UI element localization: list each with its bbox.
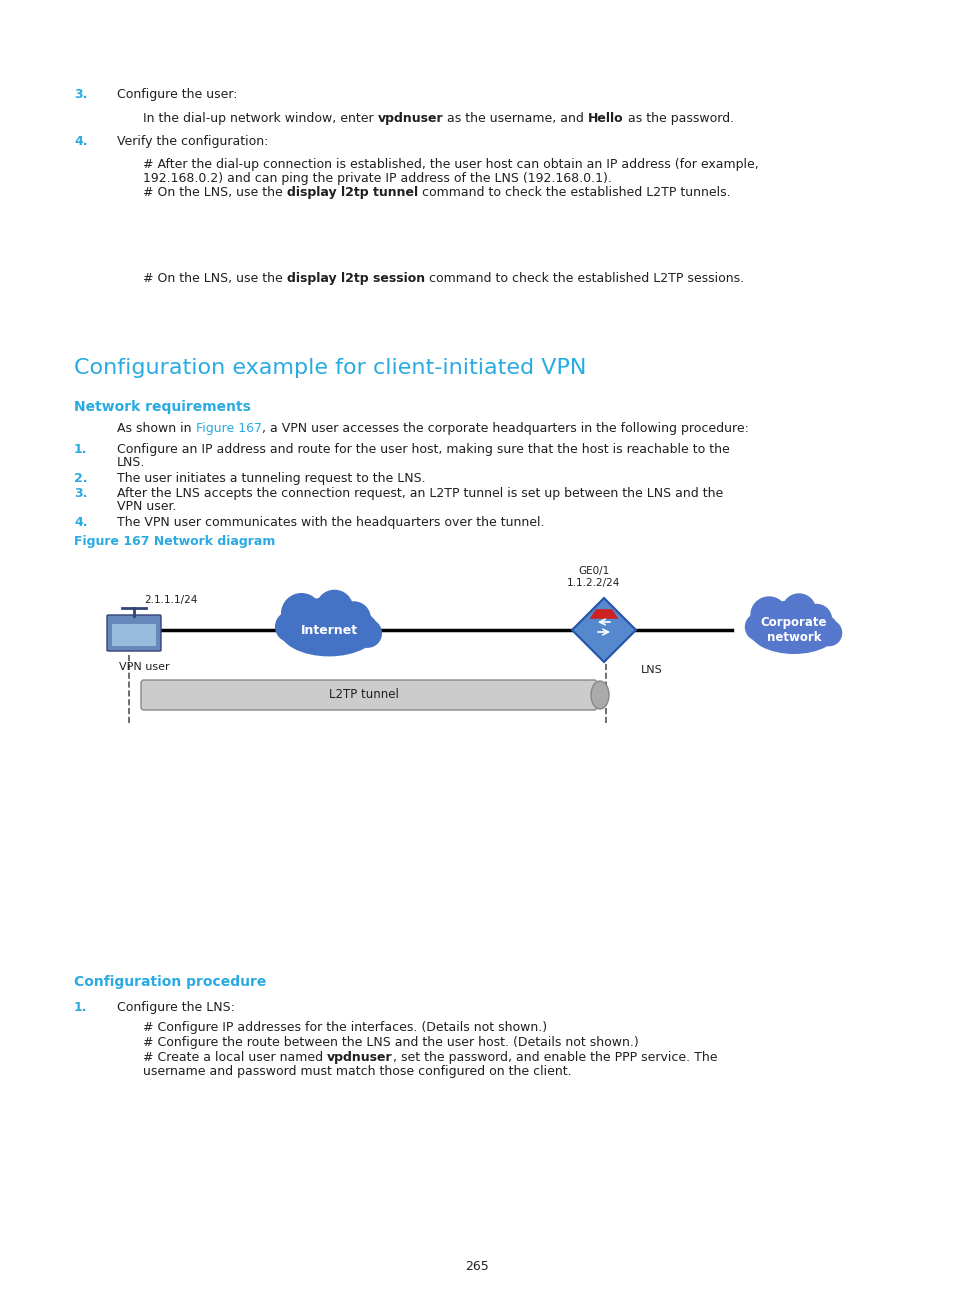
Text: Internet: Internet xyxy=(300,623,357,636)
Text: vpdnuser: vpdnuser xyxy=(377,111,443,124)
Text: Figure 167: Figure 167 xyxy=(195,422,261,435)
Text: , set the password, and enable the PPP service. The: , set the password, and enable the PPP s… xyxy=(393,1051,717,1064)
Circle shape xyxy=(354,619,381,647)
Text: command to check the established L2TP tunnels.: command to check the established L2TP tu… xyxy=(417,187,730,200)
Text: L2TP tunnel: L2TP tunnel xyxy=(329,688,398,701)
Text: VPN user: VPN user xyxy=(119,662,170,673)
Text: # On the LNS, use the: # On the LNS, use the xyxy=(143,187,287,200)
Circle shape xyxy=(801,604,831,635)
FancyBboxPatch shape xyxy=(107,616,161,651)
Text: The VPN user communicates with the headquarters over the tunnel.: The VPN user communicates with the headq… xyxy=(117,516,544,529)
Text: as the username, and: as the username, and xyxy=(443,111,587,124)
Text: 2.: 2. xyxy=(74,472,88,485)
Circle shape xyxy=(816,621,841,645)
Text: LNS.: LNS. xyxy=(117,456,145,469)
Ellipse shape xyxy=(590,680,608,709)
Text: Configuration example for client-initiated VPN: Configuration example for client-initiat… xyxy=(74,358,586,378)
Ellipse shape xyxy=(279,604,378,656)
Circle shape xyxy=(299,599,342,642)
Text: 1.: 1. xyxy=(74,443,88,456)
Circle shape xyxy=(281,594,321,634)
Text: as the password.: as the password. xyxy=(623,111,733,124)
Text: 3.: 3. xyxy=(74,88,88,101)
Text: 2.1.1.1/24: 2.1.1.1/24 xyxy=(144,595,197,605)
Text: # Create a local user named: # Create a local user named xyxy=(143,1051,327,1064)
Text: As shown in: As shown in xyxy=(117,422,195,435)
Text: GE0/1: GE0/1 xyxy=(578,566,609,575)
Text: # Configure the route between the LNS and the user host. (Details not shown.): # Configure the route between the LNS an… xyxy=(143,1036,639,1048)
Text: , a VPN user accesses the corporate headquarters in the following procedure:: , a VPN user accesses the corporate head… xyxy=(261,422,747,435)
Text: 4.: 4. xyxy=(74,516,88,529)
Text: 1.1.2.2/24: 1.1.2.2/24 xyxy=(567,578,620,588)
Circle shape xyxy=(744,613,772,640)
Text: VPN user.: VPN user. xyxy=(117,500,176,513)
Text: After the LNS accepts the connection request, an L2TP tunnel is set up between t: After the LNS accepts the connection req… xyxy=(117,487,722,500)
Text: # Configure IP addresses for the interfaces. (Details not shown.): # Configure IP addresses for the interfa… xyxy=(143,1021,547,1034)
Text: # On the LNS, use the: # On the LNS, use the xyxy=(143,272,287,285)
Circle shape xyxy=(275,612,305,642)
Text: Network requirements: Network requirements xyxy=(74,400,251,413)
Text: Configure an IP address and route for the user host, making sure that the host i: Configure an IP address and route for th… xyxy=(117,443,729,456)
Circle shape xyxy=(766,601,805,640)
FancyBboxPatch shape xyxy=(141,680,597,710)
Polygon shape xyxy=(589,609,618,618)
Bar xyxy=(112,623,156,645)
Text: 265: 265 xyxy=(465,1260,488,1273)
Text: Verify the configuration:: Verify the configuration: xyxy=(117,135,268,148)
Circle shape xyxy=(781,594,815,627)
Text: 192.168.0.2) and can ping the private IP address of the LNS (192.168.0.1).: 192.168.0.2) and can ping the private IP… xyxy=(143,172,611,185)
Polygon shape xyxy=(572,597,636,662)
Text: # After the dial-up connection is established, the user host can obtain an IP ad: # After the dial-up connection is establ… xyxy=(143,158,758,171)
Text: LNS: LNS xyxy=(640,665,662,675)
Text: username and password must match those configured on the client.: username and password must match those c… xyxy=(143,1065,571,1078)
Text: Hello: Hello xyxy=(587,111,623,124)
Circle shape xyxy=(337,601,370,635)
Text: Configuration procedure: Configuration procedure xyxy=(74,975,266,989)
Text: Figure 167 Network diagram: Figure 167 Network diagram xyxy=(74,535,275,548)
Text: 1.: 1. xyxy=(74,1001,88,1013)
Circle shape xyxy=(316,591,353,627)
Text: 4.: 4. xyxy=(74,135,88,148)
Text: Configure the user:: Configure the user: xyxy=(117,88,237,101)
Text: Corporate
network: Corporate network xyxy=(760,616,826,644)
Text: 3.: 3. xyxy=(74,487,88,500)
Text: The user initiates a tunneling request to the LNS.: The user initiates a tunneling request t… xyxy=(117,472,425,485)
Text: command to check the established L2TP sessions.: command to check the established L2TP se… xyxy=(424,272,743,285)
Text: Configure the LNS:: Configure the LNS: xyxy=(117,1001,234,1013)
Circle shape xyxy=(750,597,786,632)
Text: display l2tp session: display l2tp session xyxy=(287,272,424,285)
Text: In the dial-up network window, enter: In the dial-up network window, enter xyxy=(143,111,377,124)
Text: display l2tp tunnel: display l2tp tunnel xyxy=(287,187,417,200)
Text: vpdnuser: vpdnuser xyxy=(327,1051,393,1064)
Ellipse shape xyxy=(748,607,838,654)
